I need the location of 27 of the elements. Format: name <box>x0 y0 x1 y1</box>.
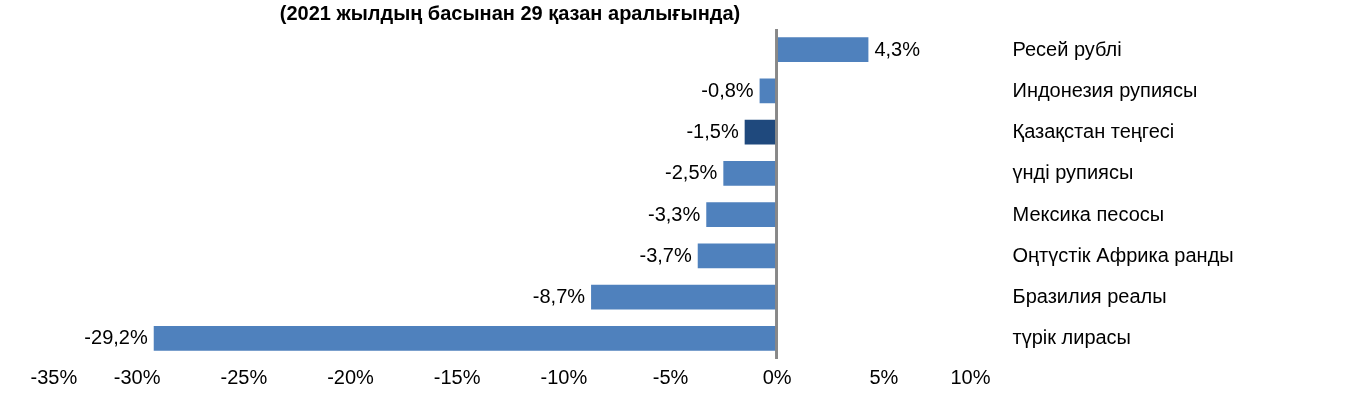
x-tick-label: 10% <box>950 365 991 388</box>
x-tick-label: -15% <box>433 365 481 388</box>
x-tick-label: -10% <box>540 365 588 388</box>
data-label: -0,8% <box>701 78 754 101</box>
y-tick-label: Ресей рублі <box>1012 37 1122 60</box>
data-label: -29,2% <box>84 326 148 349</box>
x-tick-label: -35% <box>30 365 78 388</box>
data-label: -8,7% <box>532 285 586 308</box>
y-tick-label: Мексика песосы <box>1012 202 1165 225</box>
data-label: -3,7% <box>639 243 692 266</box>
y-tick-label: үнді рупиясы <box>1012 161 1134 184</box>
y-tick-label: Қазақстан теңгесі <box>1012 120 1175 143</box>
data-label: -3,3% <box>648 202 701 225</box>
chart-title: (2021 жылдың басынан 29 қазан аралығында) <box>279 2 741 24</box>
x-tick-label: -5% <box>652 365 689 388</box>
y-tick-label: Бразилия реалы <box>1012 285 1167 308</box>
y-tick-label: Индонезия рупиясы <box>1012 78 1198 101</box>
x-tick-label: 0% <box>762 365 792 388</box>
y-tick-label: Оңтүстік Африка ранды <box>1012 243 1234 266</box>
data-label: -2,5% <box>665 161 718 184</box>
x-tick-label: -25% <box>220 365 268 388</box>
y-tick-label: түрік лирасы <box>1012 326 1131 349</box>
x-tick-label: -30% <box>113 365 161 388</box>
data-label: -1,5% <box>686 120 739 143</box>
data-label: 4,3% <box>874 37 921 60</box>
x-tick-label: -20% <box>327 365 375 388</box>
x-tick-label: 5% <box>869 365 899 388</box>
